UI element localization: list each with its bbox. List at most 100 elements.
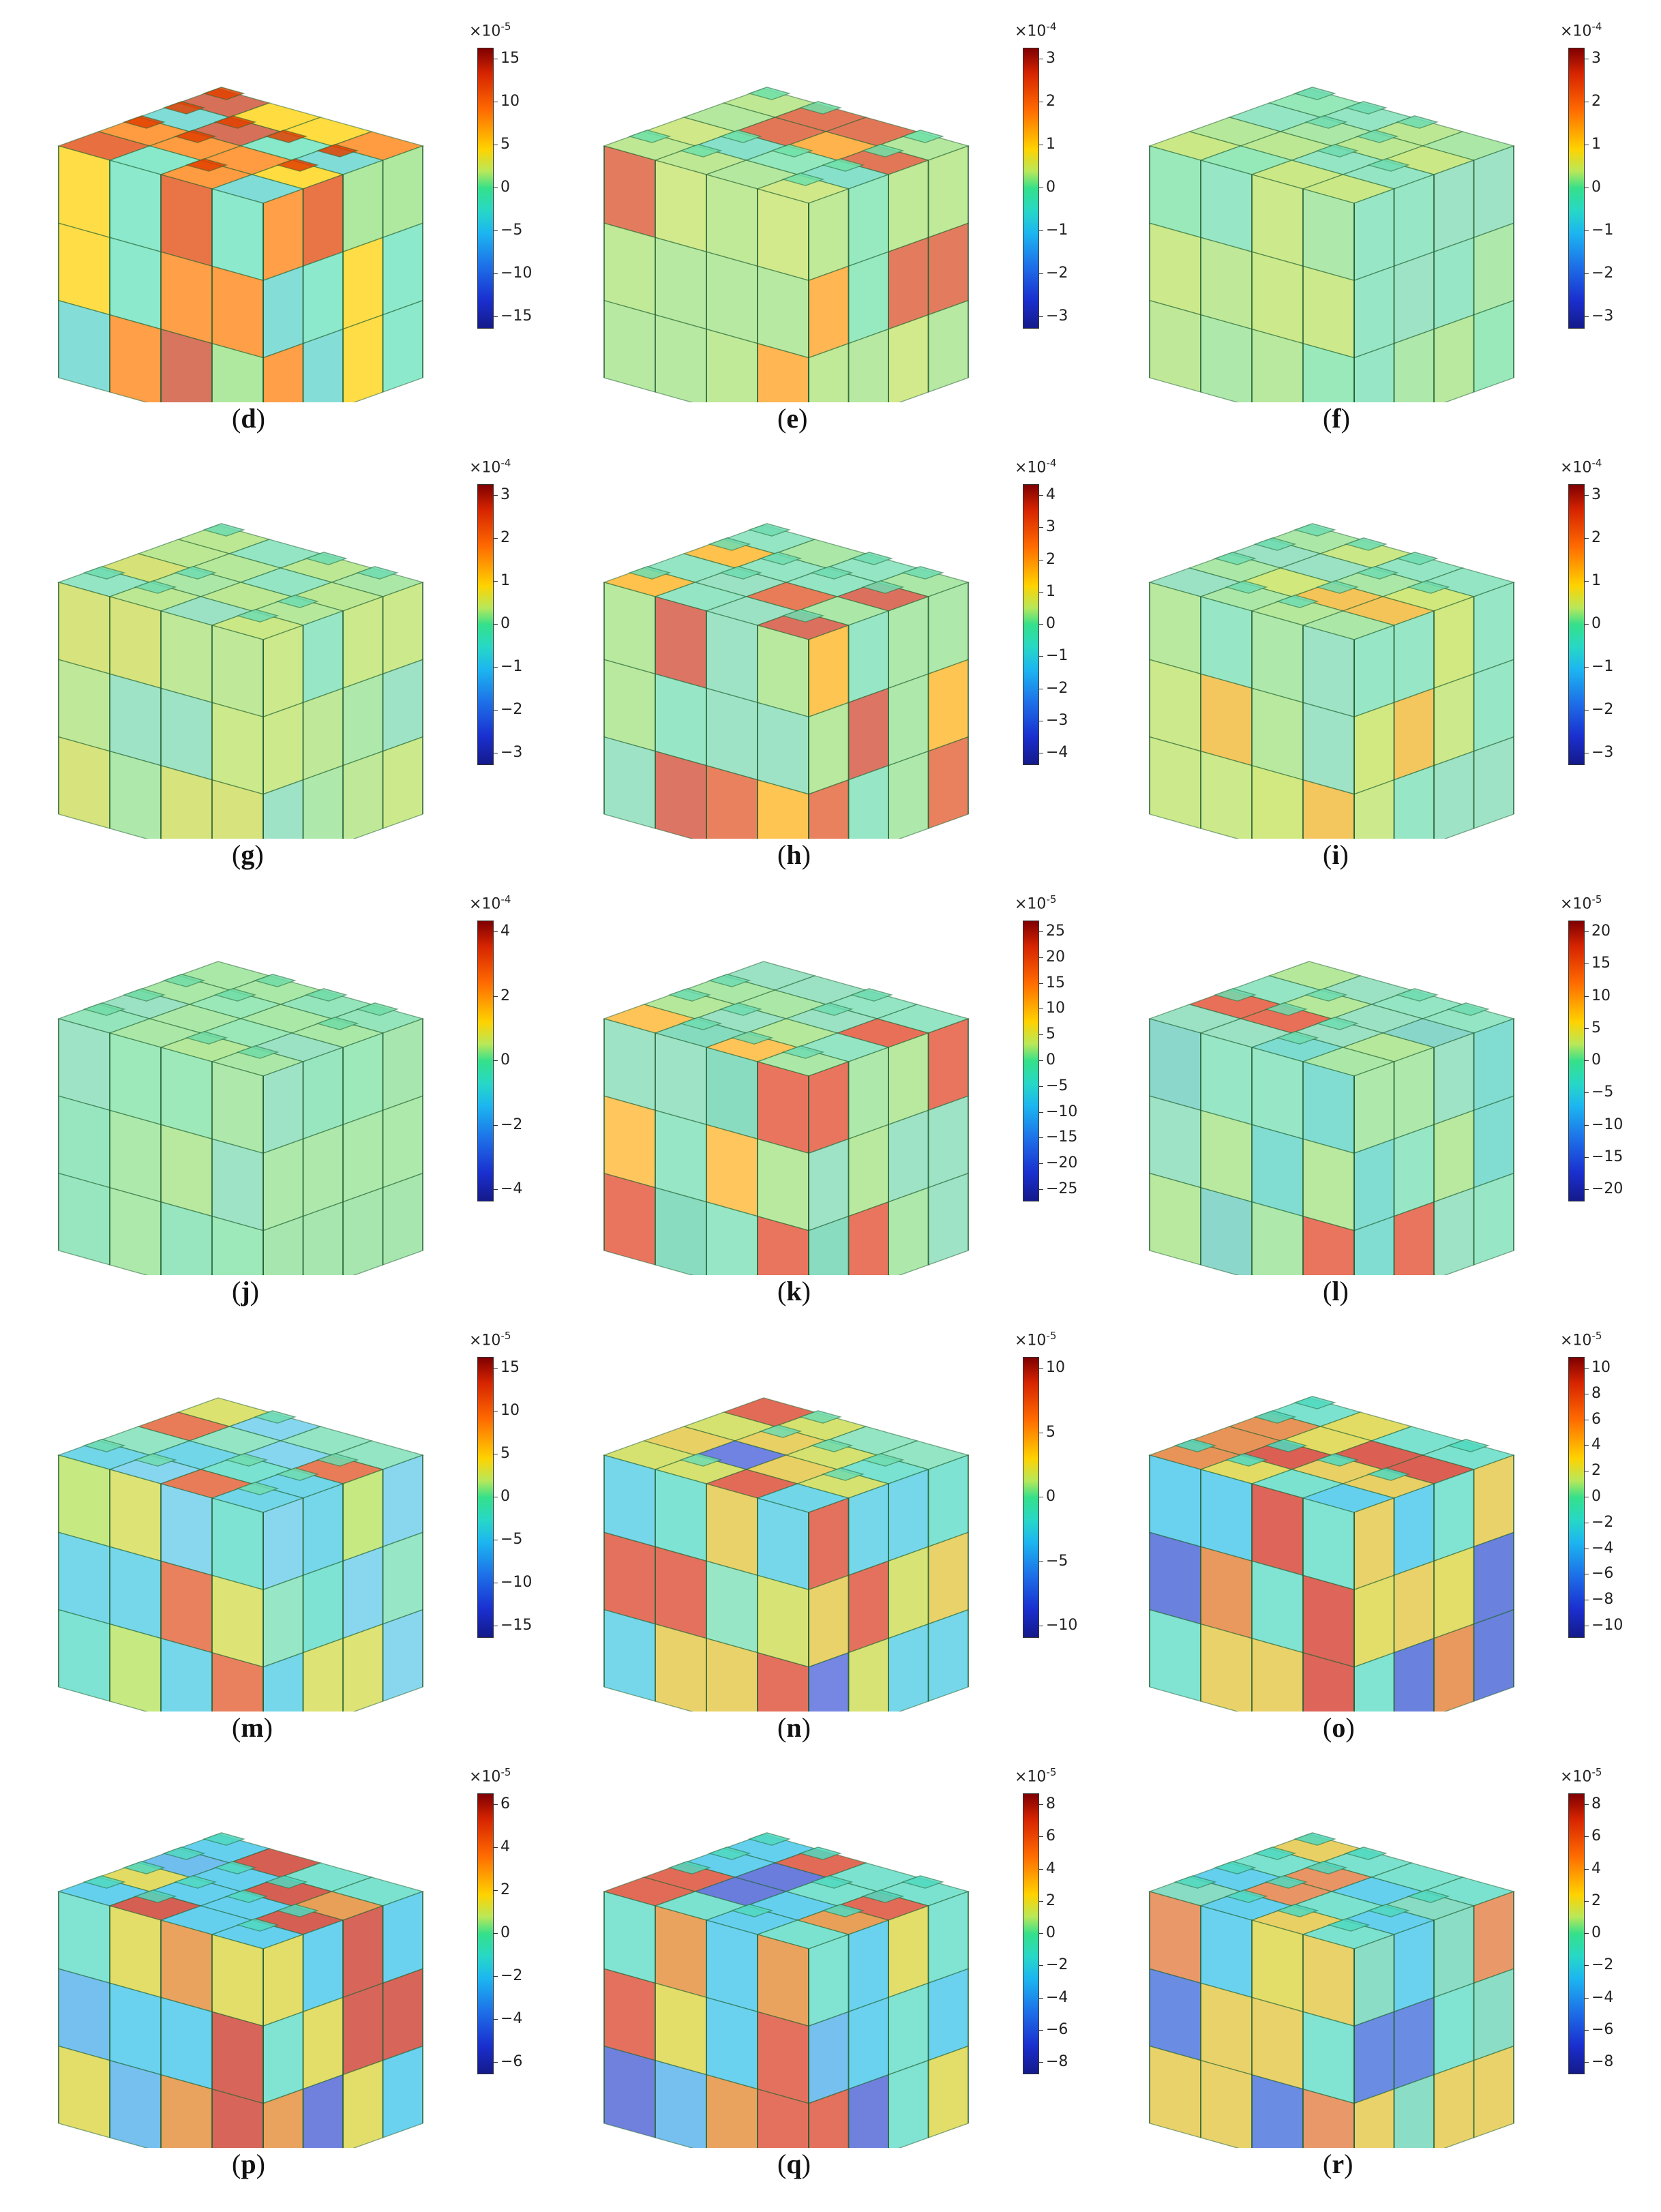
cube-knob bbox=[185, 1031, 228, 1045]
colorbar-tick bbox=[1039, 1997, 1043, 1999]
cube-side-tile bbox=[1353, 265, 1395, 359]
cube-front-tile bbox=[58, 2045, 110, 2138]
cube-front-tile bbox=[160, 1124, 213, 1217]
colorbar-tick-label: 2 bbox=[500, 987, 510, 1004]
colorbar-tick bbox=[1585, 1965, 1589, 1967]
colorbar-tick bbox=[1585, 963, 1589, 965]
colorbar-tick bbox=[1039, 591, 1043, 593]
cube-front-tile bbox=[58, 1018, 110, 1111]
cube-front-tile bbox=[655, 596, 707, 689]
cube-side-tile bbox=[1393, 174, 1435, 267]
colorbar: ×10-5 8 6 4 2 0 −2 −4 −6 −8 bbox=[1555, 1766, 1636, 2087]
caption-paren-open: ( bbox=[1323, 839, 1332, 870]
colorbar-exponent: -5 bbox=[1591, 1330, 1602, 1342]
cube-figure bbox=[1105, 443, 1527, 872]
colorbar-tick bbox=[494, 1890, 498, 1891]
cube-knob bbox=[901, 566, 944, 580]
cube-front-tile bbox=[109, 596, 162, 689]
cube-front-tile bbox=[757, 625, 809, 718]
cube-side-tile bbox=[382, 1095, 423, 1189]
cube-side-tile bbox=[1473, 1968, 1514, 2061]
cube-knob bbox=[202, 1832, 245, 1846]
cube-front-tile bbox=[109, 314, 162, 407]
cube-knob bbox=[83, 1875, 126, 1889]
colorbar-tick-label: 4 bbox=[1591, 1859, 1601, 1877]
cube-side-tile bbox=[1433, 314, 1475, 407]
colorbar-tick bbox=[1585, 1368, 1589, 1369]
cube-front-tile bbox=[109, 1546, 162, 1639]
cube-figure bbox=[14, 7, 436, 436]
lattice-cube-render bbox=[602, 1832, 970, 2181]
colorbar-tick-label: −8 bbox=[1591, 2053, 1614, 2070]
cube-side-tile bbox=[302, 1124, 344, 1217]
colorbar-exponent: -5 bbox=[1591, 1766, 1602, 1778]
cube-front-tile bbox=[109, 2059, 162, 2153]
cube-side-tile bbox=[1473, 659, 1514, 752]
colorbar-tick-label: 8 bbox=[1591, 1795, 1601, 1812]
cube-side-tile bbox=[888, 1982, 929, 2076]
colorbar-tick bbox=[1039, 527, 1043, 528]
colorbar-tick bbox=[1039, 1060, 1043, 1061]
cube-side-tile bbox=[808, 1138, 850, 1231]
caption-paren-close: ) bbox=[256, 2149, 265, 2179]
cube-side-tile bbox=[263, 188, 304, 282]
colorbar-tick bbox=[494, 1060, 498, 1061]
cube-front-tile bbox=[603, 1891, 656, 1984]
cube-side-tile bbox=[342, 1186, 384, 1280]
cube-front-tile bbox=[58, 582, 110, 675]
cube-knob bbox=[202, 523, 245, 537]
cube-side-tile bbox=[1473, 1454, 1514, 1548]
cube-knob bbox=[810, 1002, 854, 1016]
cube-front-tile bbox=[706, 1919, 758, 2013]
cube-side-tile bbox=[302, 1047, 344, 1140]
cube-side-tile bbox=[1353, 702, 1395, 795]
cube-front-tile bbox=[1302, 1061, 1355, 1154]
colorbar-tick-label: 5 bbox=[1046, 1026, 1056, 1043]
colorbar-tick bbox=[1039, 1965, 1043, 1967]
cube-knob bbox=[134, 1453, 177, 1467]
colorbar-tick bbox=[1039, 1900, 1043, 1902]
colorbar-tick bbox=[1039, 931, 1043, 932]
cube-knob bbox=[719, 130, 762, 143]
cube-figure bbox=[1105, 1752, 1527, 2181]
colorbar-tick bbox=[1585, 624, 1589, 625]
colorbar-tick bbox=[494, 1933, 498, 1934]
cube-knob bbox=[770, 144, 813, 158]
cube-knob bbox=[861, 580, 905, 594]
cube-front-tile bbox=[1200, 596, 1253, 689]
colorbar-multiplier-base: ×10 bbox=[469, 459, 501, 477]
cube-front-tile bbox=[706, 687, 758, 781]
cube-front-tile bbox=[58, 736, 110, 829]
cube-front-tile bbox=[1149, 1018, 1201, 1111]
cube-side-tile bbox=[302, 251, 344, 344]
cube-front-tile bbox=[603, 1531, 656, 1625]
cube-front-tile bbox=[1149, 1095, 1201, 1189]
cube-front-tile bbox=[655, 1546, 707, 1639]
caption-paren-open: ( bbox=[777, 1712, 787, 1743]
colorbar-tick-label: −4 bbox=[500, 1180, 523, 1197]
cube-side-tile bbox=[848, 1997, 889, 2090]
colorbar-tick-label: 0 bbox=[500, 615, 510, 632]
cube-side-tile bbox=[888, 237, 929, 330]
colorbar-tick-label: −2 bbox=[1046, 1956, 1068, 1974]
cube-knob bbox=[1344, 1847, 1388, 1860]
caption-letter: o bbox=[1332, 1712, 1346, 1743]
colorbar-tick bbox=[1039, 559, 1043, 561]
cube-front-tile bbox=[1200, 1186, 1253, 1280]
cube-knob bbox=[1253, 1847, 1297, 1860]
cube-front-tile bbox=[160, 610, 213, 704]
panel-caption: (g) bbox=[232, 839, 264, 871]
colorbar-multiplier: ×10-5 bbox=[1015, 1330, 1056, 1349]
cube-front-tile bbox=[1251, 1997, 1304, 2090]
colorbar-tick-label: 1 bbox=[500, 572, 510, 589]
colorbar-exponent: -5 bbox=[500, 1766, 511, 1778]
cube-front-tile bbox=[1200, 2059, 1253, 2153]
cube-front-tile bbox=[211, 265, 264, 359]
panel-h: ×10-4 4 3 2 1 0 −1 −2 −3 −4 (h) bbox=[552, 436, 1098, 873]
colorbar-tick-label: 4 bbox=[1046, 486, 1056, 503]
colorbar-tick bbox=[1039, 624, 1043, 625]
cube-knob bbox=[1407, 580, 1450, 594]
panel-i: ×10-4 3 2 1 0 −1 −2 −3 (i) bbox=[1098, 436, 1643, 873]
caption-paren-close: ) bbox=[1339, 839, 1349, 870]
colorbar-tick-label: 6 bbox=[1046, 1827, 1056, 1845]
